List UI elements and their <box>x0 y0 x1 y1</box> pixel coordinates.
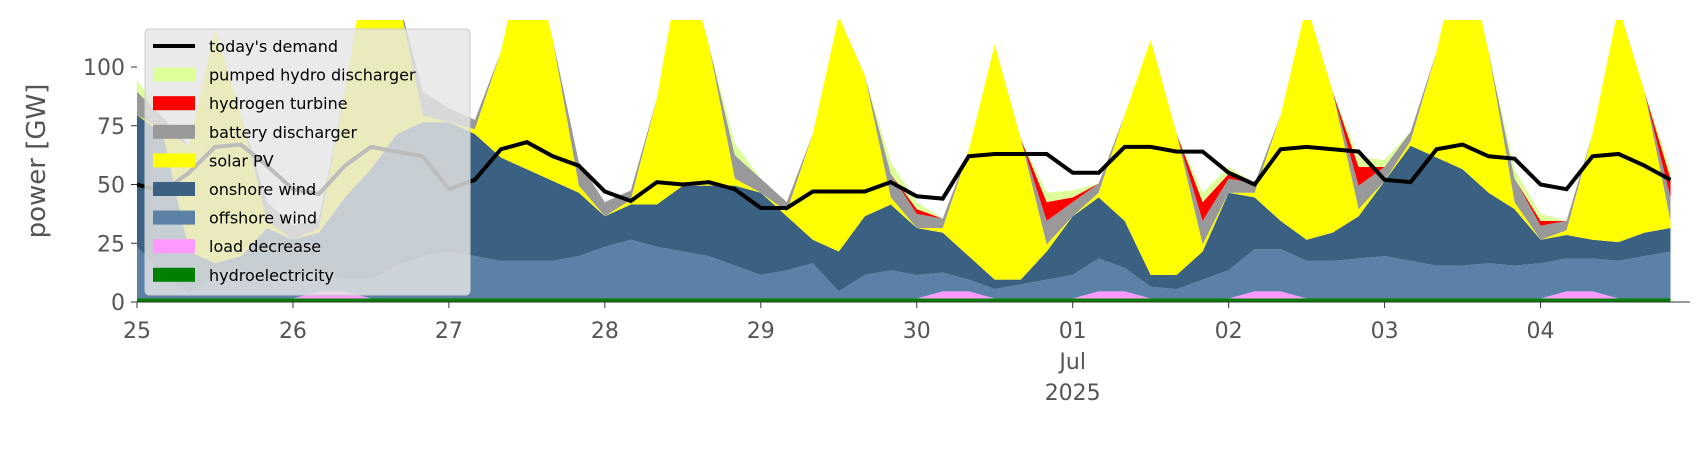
legend-swatch <box>153 267 195 282</box>
y-tick-label: 25 <box>97 232 125 257</box>
legend-swatch <box>153 124 195 139</box>
area <box>137 291 1671 299</box>
legend-label: onshore wind <box>209 180 316 199</box>
area <box>137 20 1671 245</box>
area <box>137 298 1671 302</box>
x-tick-label: 28 <box>591 319 619 344</box>
y-axis-label: power [GW] <box>22 84 52 239</box>
area <box>137 20 1671 226</box>
legend-label: offshore wind <box>209 209 317 228</box>
legend: today's demand pumped hydro discharger hyd… <box>144 28 471 296</box>
x-tick-label: 02 <box>1215 319 1243 344</box>
legend-label: battery discharger <box>209 123 357 142</box>
legend-swatch <box>153 96 195 111</box>
x-tick-label: 03 <box>1371 319 1399 344</box>
legend-box <box>144 28 471 296</box>
legend-label: load decrease <box>209 237 321 256</box>
x-tick-label: 01 <box>1059 319 1087 344</box>
x-tick-label: 26 <box>279 319 307 344</box>
area <box>137 239 1671 299</box>
y-tick-label: 100 <box>83 56 125 81</box>
axes: 0 25 50 75 100 25 26 27 28 29 30 01 02 03 04 Jul 2025 <box>83 56 1690 406</box>
legend-label: hydrogen turbine <box>209 94 348 113</box>
legend-swatch <box>153 153 195 168</box>
x-tick-label: 04 <box>1527 319 1555 344</box>
area <box>137 115 1671 294</box>
y-tick-label: 50 <box>97 174 125 199</box>
x-tick-label: 30 <box>903 319 931 344</box>
x-tick-label: 29 <box>747 319 775 344</box>
y-tick-label: 0 <box>111 291 125 316</box>
legend-swatch <box>153 210 195 225</box>
legend-label: today's demand <box>209 37 338 56</box>
x-tick-sublabel: 2025 <box>1045 381 1101 406</box>
area <box>137 20 1671 280</box>
x-tick-label: 27 <box>435 319 463 344</box>
x-tick-label: 25 <box>123 319 151 344</box>
legend-label: hydroelectricity <box>209 266 334 285</box>
legend-label: solar PV <box>209 151 274 170</box>
legend-swatch <box>153 239 195 254</box>
legend-swatch <box>153 182 195 196</box>
legend-swatch <box>153 67 195 82</box>
legend-label: pumped hydro discharger <box>209 66 416 85</box>
x-tick-sublabel: Jul <box>1057 350 1086 375</box>
y-tick-label: 75 <box>97 115 125 140</box>
